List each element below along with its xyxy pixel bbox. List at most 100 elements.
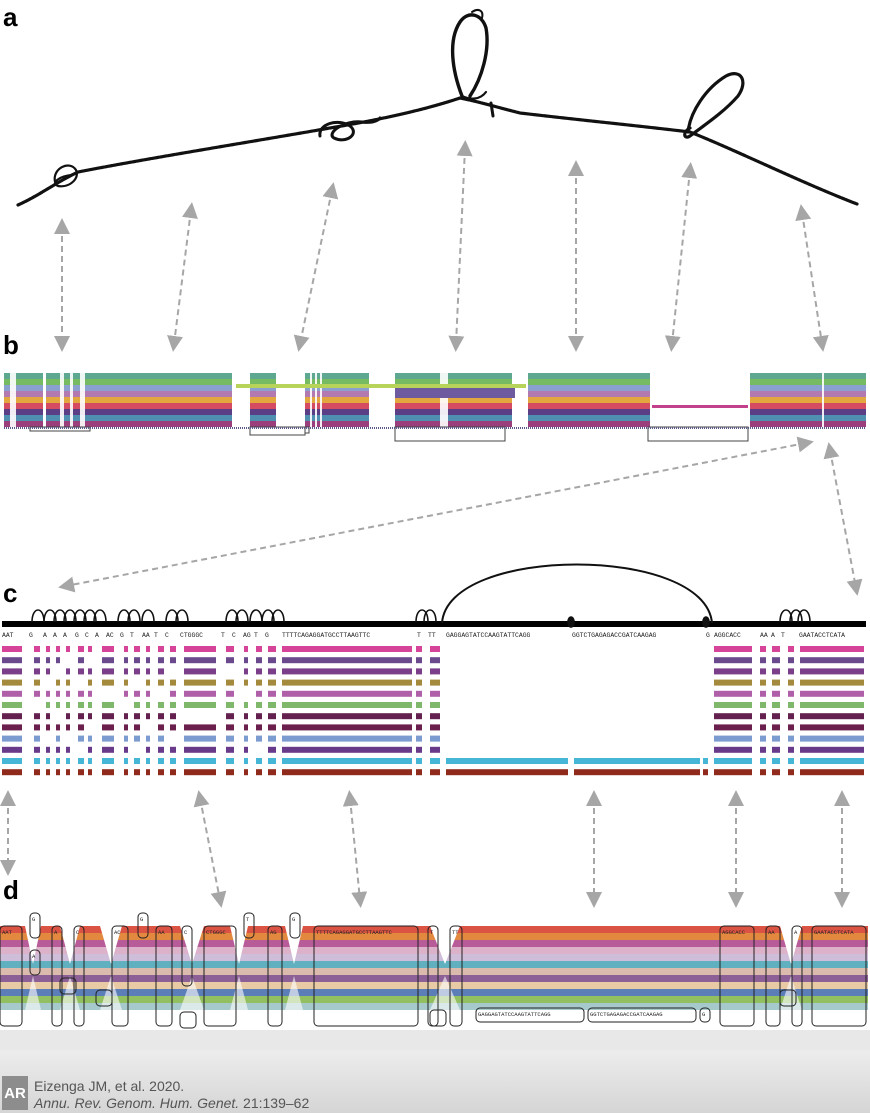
panel-label-d: d	[3, 875, 19, 905]
haplotype-segment	[268, 758, 276, 764]
path-deviation	[25, 976, 41, 1010]
haplotype-segment	[170, 679, 176, 686]
haplotype-segment	[124, 735, 128, 742]
graph-node-label: AGGCACC	[722, 929, 746, 936]
haplotype-path	[718, 961, 868, 968]
haplotype-segment	[56, 657, 60, 664]
sequence-label: A	[771, 632, 775, 639]
haplotype-segment	[158, 769, 164, 776]
haplotype-segment	[226, 713, 234, 720]
haplotype-segment	[714, 657, 752, 664]
path-deviation	[60, 926, 80, 964]
haplotype-segment	[256, 690, 262, 697]
haplotype-segment	[226, 746, 234, 753]
graph-node-label: C	[184, 929, 188, 936]
graph-node	[449, 925, 463, 1027]
haplotype-segment	[256, 724, 262, 731]
graph-node	[29, 949, 41, 976]
haplotype-segment	[772, 690, 780, 697]
haplotype-segment	[134, 657, 140, 664]
haplotype-segment	[760, 724, 766, 731]
haplotype-segment	[256, 702, 262, 708]
publisher-logo: AR	[2, 1076, 28, 1110]
haplotype-segment	[78, 724, 84, 731]
haplotype-segment	[46, 646, 50, 652]
graph-node	[137, 912, 149, 939]
haplotype-segment	[56, 690, 60, 697]
haplotype-segment	[714, 769, 752, 776]
sequence-label: A	[63, 632, 67, 639]
haplotype-segment	[703, 769, 708, 776]
panel-label-c: c	[3, 578, 18, 608]
haplotype-segment	[170, 690, 176, 697]
sequence-label: G	[75, 632, 79, 639]
bubble-arc	[117, 609, 131, 623]
haplotype-segment	[102, 713, 114, 720]
haplotype-segment	[268, 690, 276, 697]
genome-band	[4, 379, 866, 385]
haplotype-segment	[102, 758, 114, 764]
haplotype-segment	[184, 646, 216, 652]
band-gap	[315, 373, 317, 427]
haplotype-path	[0, 1003, 430, 1010]
haplotype-segment	[714, 713, 752, 720]
haplotype-segment	[88, 735, 92, 742]
haplotype-segment	[226, 758, 234, 764]
haplotype-segment	[184, 758, 216, 764]
haplotype-segment	[446, 758, 568, 764]
haplotype-segment	[56, 758, 60, 764]
haplotype-segment	[170, 769, 176, 776]
inversion-box	[304, 426, 310, 434]
haplotype-segment	[268, 702, 276, 708]
haplotype-segment	[184, 702, 216, 708]
haplotype-segment	[416, 690, 422, 697]
haplotype-segment	[146, 758, 150, 764]
haplotype-segment	[134, 735, 140, 742]
band-gap	[650, 373, 750, 427]
inversion-box	[647, 426, 749, 442]
bubble-arc	[141, 609, 155, 623]
bubble-arc	[63, 609, 77, 623]
haplotype-segment	[134, 690, 140, 697]
haplotype-segment	[88, 758, 92, 764]
bubble-arc	[93, 609, 107, 623]
haplotype-segment	[170, 702, 176, 708]
haplotype-segment	[788, 657, 794, 664]
haplotype-segment	[574, 769, 700, 776]
graph-node	[587, 1007, 697, 1023]
bubble-arc	[779, 609, 793, 623]
haplotype-segment	[46, 690, 50, 697]
haplotype-segment	[46, 769, 50, 776]
haplotype-segment	[703, 758, 708, 764]
graph-node	[475, 1007, 585, 1023]
graph-node	[267, 925, 283, 1027]
bubble-arc	[127, 609, 141, 623]
haplotype-path	[718, 975, 868, 982]
graph-node	[765, 925, 781, 1027]
bubble-arc	[702, 616, 710, 628]
bubble-arc	[249, 609, 263, 623]
haplotype-segment	[34, 735, 40, 742]
haplotype-segment	[78, 668, 84, 675]
haplotype-segment	[788, 690, 794, 697]
haplotype-segment	[244, 724, 248, 731]
haplotype-segment	[78, 702, 84, 708]
haplotype-segment	[256, 657, 262, 664]
graph-node-label: AC	[114, 929, 121, 936]
haplotype-segment	[788, 724, 794, 731]
haplotype-segment	[788, 702, 794, 708]
haplotype-path	[718, 968, 868, 975]
haplotype-segment	[282, 724, 412, 731]
haplotype-segment	[102, 646, 114, 652]
bubble-arc	[225, 609, 239, 623]
haplotype-segment	[66, 724, 70, 731]
haplotype-segment	[46, 758, 50, 764]
sequence-label: T	[154, 632, 158, 639]
haplotype-segment	[88, 769, 92, 776]
haplotype-segment	[146, 690, 150, 697]
haplotype-segment	[170, 713, 176, 720]
haplotype-segment	[714, 724, 752, 731]
bubble-arc	[789, 609, 803, 623]
haplotype-path	[430, 961, 718, 968]
